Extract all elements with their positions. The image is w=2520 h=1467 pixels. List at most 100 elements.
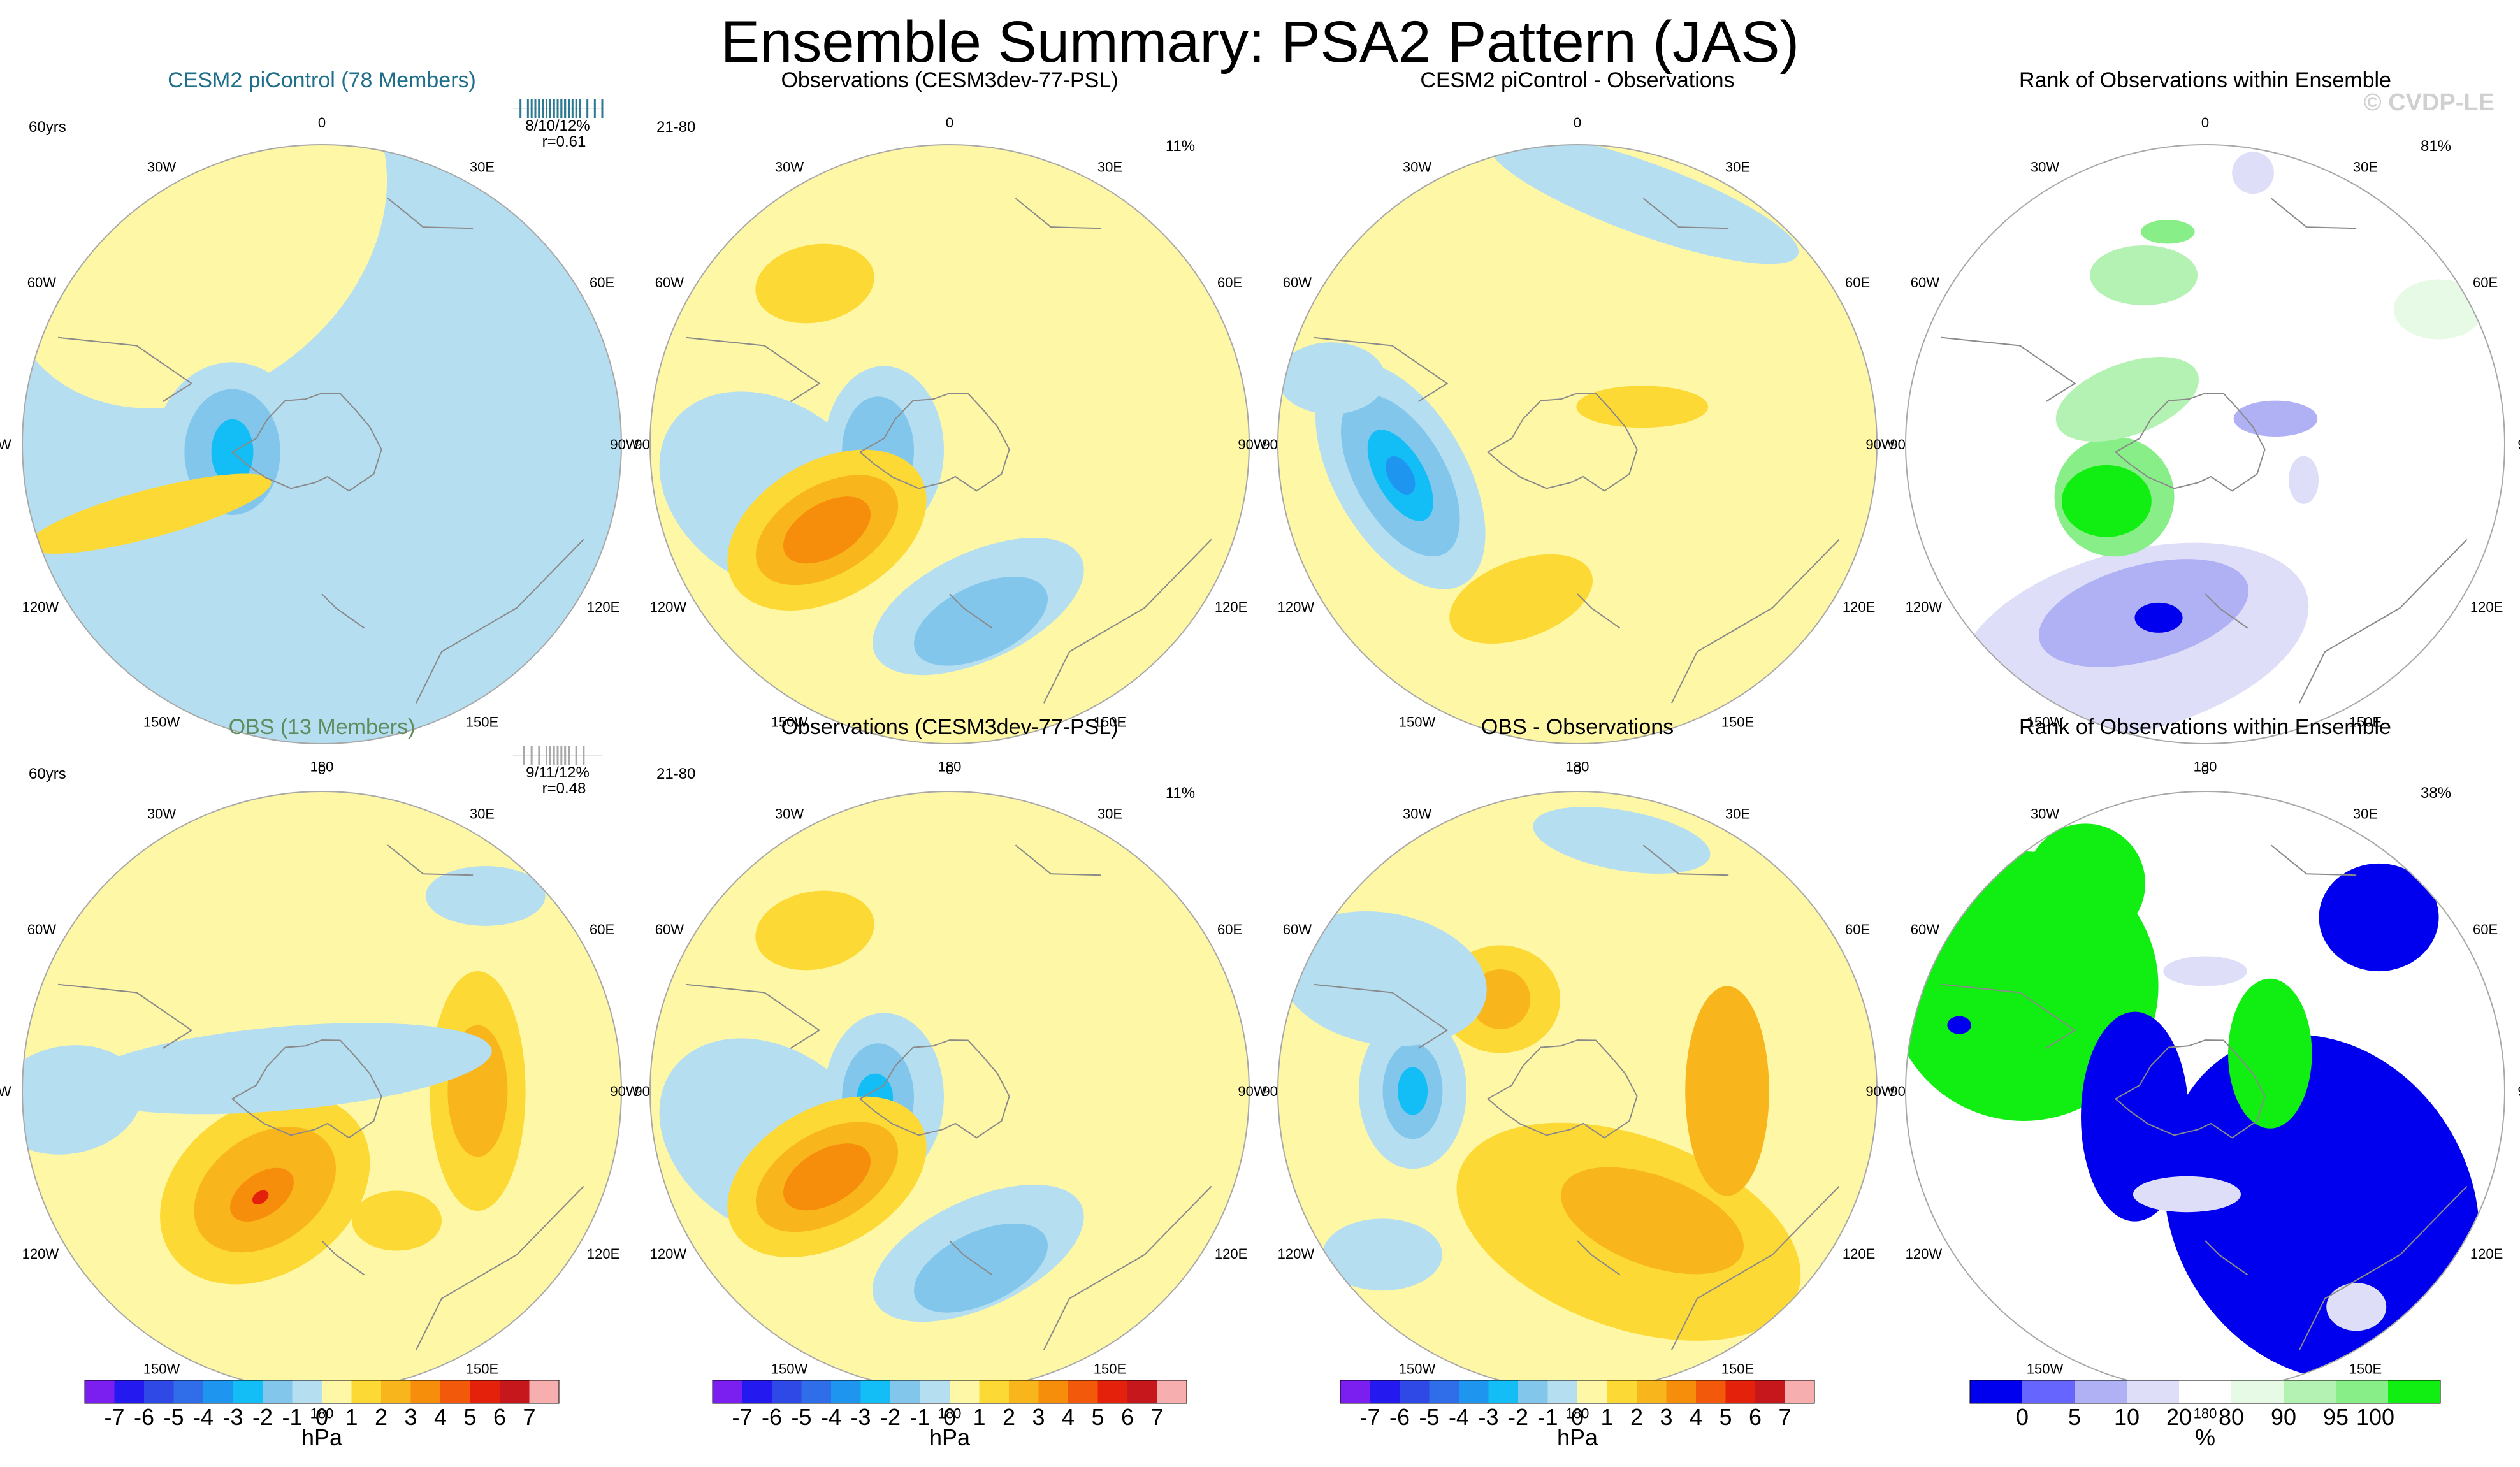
lon-label: 150E — [466, 1361, 498, 1377]
antarctica-coastline — [858, 393, 1010, 492]
colorbar-swatch — [2336, 1380, 2388, 1403]
contour-blob — [2134, 602, 2183, 633]
colorbar-swatch — [233, 1380, 263, 1403]
lon-label: 60E — [2473, 275, 2498, 291]
colorbar-frame — [712, 1380, 1187, 1404]
colorbar-swatch — [1157, 1380, 1187, 1403]
lon-label: 180 — [2194, 758, 2217, 774]
coastline — [1642, 844, 1729, 876]
colorbar-label: 4 — [1690, 1404, 1702, 1430]
colorbar-swatch — [713, 1380, 742, 1403]
correlation-label: r=0.48 — [542, 780, 586, 797]
lon-label: 30E — [470, 159, 495, 175]
field-p7 — [1278, 791, 1877, 1391]
lon-label: 120W — [1278, 1246, 1315, 1262]
contour-blob — [2393, 279, 2484, 340]
colorbar-label: -3 — [222, 1404, 243, 1430]
lon-label: 0 — [2201, 115, 2209, 131]
panel-p5: 018090W90E30W60W120W150W30E60E120E150EOB… — [0, 715, 660, 1421]
colorbar-swatch — [742, 1380, 772, 1403]
coastline — [1642, 198, 1729, 229]
years-label: 21-80 — [656, 119, 695, 136]
panel-title: Rank of Observations within Ensemble — [2019, 715, 2391, 739]
contour-blob — [1561, 1167, 1744, 1275]
lon-label: 120E — [1843, 599, 1875, 615]
colorbar-swatch — [1666, 1380, 1696, 1403]
coastline — [1577, 1240, 1621, 1276]
colorbar-swatch — [1429, 1380, 1459, 1403]
colorbar-label: 1 — [1600, 1404, 1613, 1430]
colorbar-swatch — [1755, 1380, 1785, 1403]
colorbar-label: -6 — [762, 1404, 782, 1430]
lon-label: 150W — [1399, 714, 1436, 730]
colorbar-swatch — [144, 1380, 174, 1403]
lon-label: 30W — [1403, 806, 1431, 821]
colorbar-label: -4 — [821, 1404, 841, 1430]
lon-label: 180 — [938, 1405, 962, 1421]
colorbar-swatch — [860, 1380, 890, 1403]
colorbar-label: 1 — [345, 1404, 358, 1430]
lon-label: 150E — [466, 714, 498, 730]
colorbar-label: 3 — [1032, 1404, 1045, 1430]
colorbar-swatch — [263, 1380, 293, 1403]
contour-blob — [1278, 342, 1386, 415]
contour-blob — [2289, 456, 2319, 504]
contour-blob — [783, 496, 871, 564]
contour-blob — [755, 243, 874, 324]
colorbar-swatch — [950, 1380, 980, 1403]
colorbar-label: -1 — [282, 1404, 302, 1430]
coastline — [685, 336, 821, 402]
lon-label: 90W — [610, 437, 639, 452]
colorbar-swatch — [1459, 1380, 1489, 1403]
years-label: 21-80 — [656, 765, 695, 783]
contour-blob — [1386, 456, 1416, 495]
field-p3 — [1278, 145, 1877, 744]
lon-label: 180 — [310, 758, 334, 774]
contour-blob — [1322, 1218, 1442, 1291]
colorbar-label: -5 — [163, 1404, 184, 1430]
coastline — [1043, 1185, 1212, 1350]
colorbar-swatch — [1637, 1380, 1667, 1403]
lon-label: 30W — [775, 806, 804, 821]
contour-blob — [783, 1143, 871, 1211]
colorbar-label: 80 — [2219, 1404, 2244, 1430]
colorbar-swatch — [2231, 1380, 2284, 1403]
colorbar-label: 5 — [2068, 1404, 2081, 1430]
contour-blob — [2025, 823, 2145, 944]
colorbar-label: 7 — [1778, 1404, 1791, 1430]
contour-blob — [755, 890, 874, 971]
colorbar-label: -7 — [732, 1404, 752, 1430]
lon-label: 0 — [2201, 762, 2209, 777]
lon-label: 120E — [587, 1246, 619, 1262]
colorbar-label: 5 — [1719, 1404, 1732, 1430]
contour-blob — [2089, 245, 2198, 306]
stats-label: 8/10/12% — [525, 117, 590, 134]
coastline — [2205, 1240, 2248, 1276]
colorbar-label: 4 — [434, 1404, 447, 1430]
colorbar-swatch — [1068, 1380, 1098, 1403]
colorbar-label: 95 — [2323, 1404, 2349, 1430]
watermark: © CVDP-LE — [2363, 89, 2495, 116]
colorbar-swatch — [410, 1380, 440, 1403]
lon-label: 150E — [1721, 714, 1754, 730]
lon-label: 60W — [1911, 275, 1939, 291]
lon-label: 150E — [1094, 1361, 1126, 1377]
colorbar-swatch — [2179, 1380, 2231, 1403]
colorbar-rank: 0 5 10 20 80 90 95 100% — [1969, 1380, 2441, 1450]
coastline — [1313, 983, 1449, 1049]
field-p1 — [22, 145, 621, 744]
colorbar-swatch — [1547, 1380, 1577, 1403]
colorbar-swatch — [2022, 1380, 2075, 1403]
colorbar-label: 0 — [943, 1404, 956, 1430]
lon-label: 120W — [650, 1246, 687, 1262]
contour-blob — [352, 1190, 442, 1251]
lon-label: 150E — [2349, 714, 2382, 730]
lon-label: 60E — [1217, 275, 1242, 291]
lon-label: 60E — [1845, 275, 1870, 291]
lon-label: 60E — [590, 921, 614, 937]
colorbar-swatch — [381, 1380, 411, 1403]
panel-p8: 018090W90E30W60W120W150W30E60E120E150ERa… — [1865, 715, 2520, 1421]
colorbar-swatch — [831, 1380, 861, 1403]
